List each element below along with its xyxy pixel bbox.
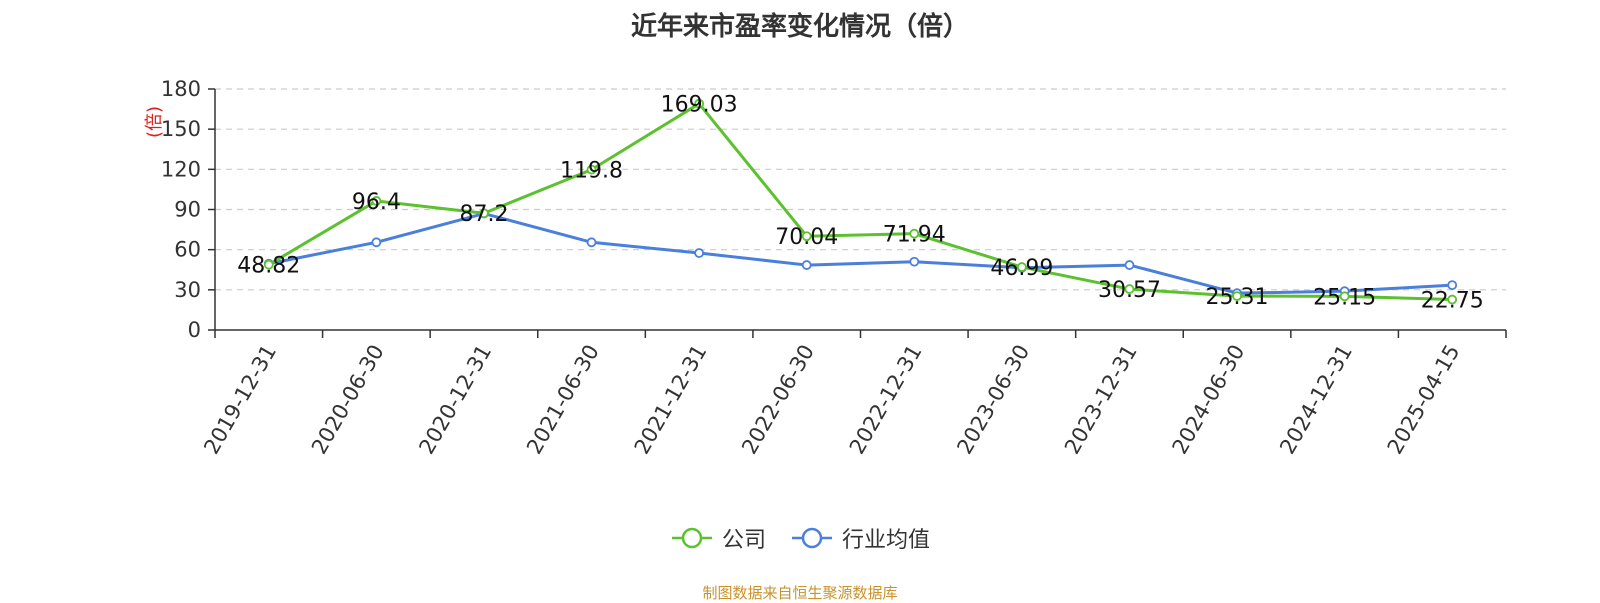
legend-item-industry[interactable]: 行业均值	[790, 522, 930, 554]
data-label: 70.04	[775, 225, 838, 250]
industry-line	[268, 212, 1453, 295]
data-label: 46.99	[990, 256, 1053, 281]
y-tick-label: 90	[174, 198, 201, 222]
y-tick-label: 180	[161, 77, 201, 101]
grid-lines	[215, 88, 1506, 291]
company-point	[1016, 262, 1027, 272]
x-tick-label: 2025-04-15	[1383, 341, 1465, 459]
company-point	[801, 231, 812, 242]
y-tick-label: 0	[188, 318, 201, 342]
x-tick-label: 2024-12-31	[1275, 341, 1357, 459]
industry-point	[1124, 260, 1135, 270]
data-label: 71.94	[883, 223, 946, 248]
company-line	[268, 102, 1453, 302]
data-label: 96.4	[352, 190, 401, 215]
data-label: 25.31	[1206, 285, 1269, 310]
source-note: 制图数据来自恒生聚源数据库	[702, 584, 898, 602]
x-tick-label: 2024-06-30	[1168, 341, 1250, 459]
data-label: 30.57	[1098, 278, 1161, 303]
legend-company-label: 公司	[721, 528, 766, 553]
data-label: 119.8	[560, 159, 623, 184]
legend-company-line-icon	[671, 527, 712, 549]
y-tick-label: 30	[174, 278, 201, 302]
company-point	[694, 98, 705, 109]
axes: 0 30 60 90 120 150 180 2019-12-31 2020-06-30 2020…	[161, 77, 1507, 459]
x-tick-label: 2019-12-31	[199, 341, 281, 459]
company-point	[1339, 291, 1350, 302]
company-point	[586, 164, 597, 175]
y-tick-label: 60	[174, 238, 201, 262]
industry-point	[586, 237, 597, 248]
legend-item-company[interactable]: 公司	[670, 522, 766, 554]
legend-industry-line-icon	[792, 527, 832, 549]
company-point	[1124, 284, 1135, 294]
x-tick-label: 2021-06-30	[522, 341, 604, 459]
legend: 公司 行业均值	[0, 520, 1600, 556]
company-point	[1447, 294, 1458, 305]
x-tick-label: 2021-12-31	[630, 341, 712, 459]
company-point	[371, 196, 382, 206]
company-point	[909, 228, 920, 239]
y-tick-label: 120	[161, 157, 201, 181]
legend-industry-label: 行业均值	[842, 528, 931, 553]
industry-point	[1447, 280, 1458, 291]
x-tick-label: 2020-12-31	[414, 341, 496, 459]
company-point	[1232, 291, 1242, 302]
y-axis-title: (倍)	[144, 106, 165, 138]
data-label: 48.82	[237, 254, 300, 279]
data-label: 22.75	[1421, 289, 1484, 314]
data-label: 25.15	[1313, 285, 1376, 310]
industry-point	[909, 256, 920, 267]
x-tick-label: 2023-06-30	[952, 341, 1034, 459]
data-label: 87.2	[459, 202, 508, 227]
industry-point	[694, 248, 705, 258]
y-tick-label: 150	[161, 117, 201, 141]
company-point	[479, 208, 489, 219]
chart-title: 近年来市盈率变化情况（倍）	[630, 12, 969, 42]
x-tick-label: 2022-12-31	[845, 341, 927, 459]
company-point	[263, 259, 274, 270]
data-label: 169.03	[661, 93, 738, 118]
x-tick-label: 2022-06-30	[737, 341, 819, 459]
industry-point	[801, 260, 812, 270]
industry-point	[371, 237, 382, 248]
series	[263, 98, 1458, 305]
x-tick-label: 2020-06-30	[307, 341, 389, 459]
data-labels: 48.82 96.4 87.2 119.8 169.03 70.04 71.94 46.99 3…	[237, 93, 1483, 314]
x-tick-label: 2023-12-31	[1060, 341, 1142, 459]
